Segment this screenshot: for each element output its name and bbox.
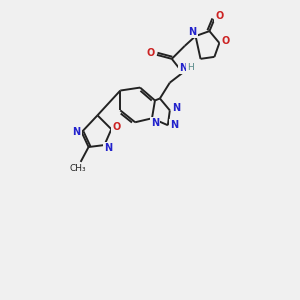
- Text: N: N: [172, 103, 180, 113]
- Text: N: N: [188, 27, 197, 37]
- Text: O: O: [147, 48, 155, 58]
- Text: N: N: [73, 127, 81, 137]
- Text: O: O: [221, 36, 230, 46]
- Text: O: O: [215, 11, 224, 21]
- Text: H: H: [187, 63, 194, 72]
- Text: CH₃: CH₃: [69, 164, 86, 173]
- Text: N: N: [170, 120, 178, 130]
- Text: O: O: [112, 122, 120, 132]
- Text: N: N: [104, 143, 112, 153]
- Text: N: N: [151, 118, 159, 128]
- Text: N: N: [178, 63, 187, 73]
